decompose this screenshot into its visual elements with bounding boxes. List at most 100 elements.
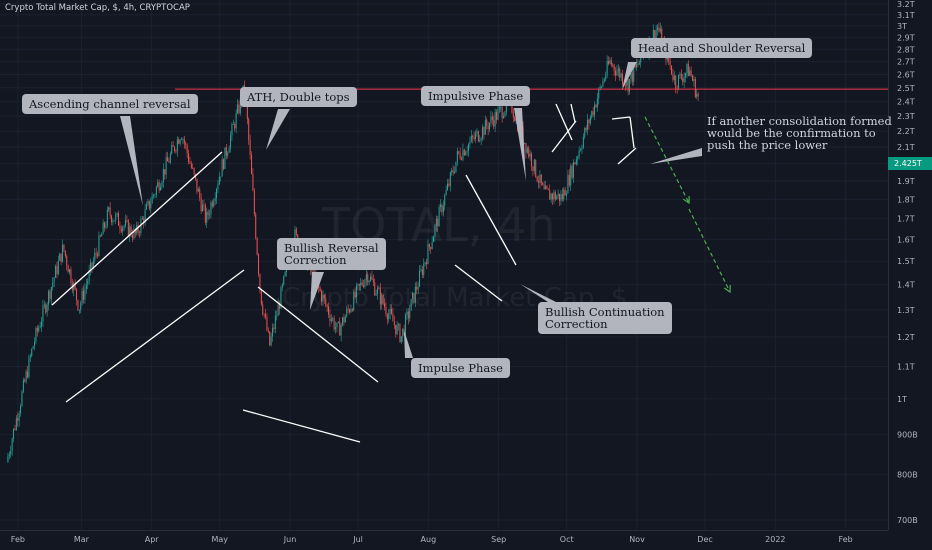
candle-body [589, 117, 591, 124]
time-tick-label: Dec [697, 535, 712, 544]
note-ath-double-tops[interactable]: ATH, Double tops [240, 87, 357, 107]
candle-body [186, 144, 188, 154]
candle-body [501, 107, 503, 119]
candle-body [192, 167, 194, 169]
candle-body [417, 286, 419, 290]
time-tick-label: Sep [491, 535, 506, 544]
candle-body [455, 161, 457, 173]
candle-body [526, 148, 528, 153]
candle-body [63, 244, 65, 251]
candle-body [370, 276, 372, 281]
candle-body [567, 174, 569, 194]
candle-body [83, 290, 85, 300]
candle-body [231, 124, 233, 136]
candle-body [594, 104, 596, 116]
candle-body [686, 63, 688, 74]
candle-body [81, 290, 83, 304]
note-head-and-shoulder-reversal[interactable]: Head and Shoulder Reversal [631, 38, 813, 58]
note-ascending-channel[interactable]: Ascending channel reversal [22, 94, 198, 114]
time-tick-label: Feb [11, 535, 25, 544]
candle-body [638, 62, 640, 65]
candle-body [105, 225, 107, 228]
candle-body [270, 336, 272, 346]
candle-body [87, 281, 89, 285]
candle-body [582, 137, 584, 148]
candle-body [253, 190, 255, 215]
candle-body [350, 309, 352, 313]
time-axis[interactable]: Feb Mar Apr May Jun Jul Aug Sep Oct Nov Dec 2022 Feb [11, 535, 853, 544]
note-bullish-continuation-correction[interactable]: Bullish Continuation Correction [538, 302, 672, 334]
candle-body [483, 127, 485, 135]
candle-body [284, 271, 286, 276]
note-impulsive-phase[interactable]: Impulsive Phase [421, 86, 531, 106]
candle-body [465, 152, 467, 156]
candle-body [179, 139, 181, 144]
candle-body [363, 285, 365, 287]
candle-body [533, 159, 535, 171]
candle-body [392, 313, 394, 322]
candle-body [451, 170, 453, 173]
candle-body [634, 65, 636, 68]
candle-body [444, 195, 446, 206]
grid [0, 0, 888, 530]
candle-body [365, 274, 367, 280]
candle-body [531, 153, 533, 167]
candle-body [473, 137, 475, 140]
candle-body [584, 127, 586, 138]
candle-body [161, 182, 163, 187]
candle-body [349, 309, 351, 313]
price-tick-label: 1.6T [897, 235, 915, 244]
candle-body [416, 286, 418, 290]
candle-body [321, 291, 323, 302]
candle-body [199, 189, 201, 198]
candle-body [328, 306, 330, 315]
candle-body [193, 168, 195, 174]
callout-pointer [310, 272, 324, 310]
note-impulse-phase[interactable]: Impulse Phase [411, 358, 510, 378]
candle-body [654, 30, 656, 40]
candle-body [22, 380, 24, 392]
candle-body [164, 169, 166, 175]
time-tick-label: Apr [145, 535, 160, 544]
candle-body [181, 139, 183, 140]
candle-body [76, 288, 78, 301]
candle-body [687, 63, 689, 76]
candle-body [603, 79, 605, 81]
candle-body [262, 304, 264, 314]
candle-body [368, 280, 370, 283]
candle-body [41, 321, 43, 327]
candle-body [143, 218, 145, 224]
candle-body [94, 252, 96, 261]
candle-body [566, 193, 568, 196]
candle-body [448, 183, 450, 186]
candle-body [330, 318, 332, 322]
candle-body [158, 182, 160, 191]
price-axis[interactable]: 3.2T 3.1T 3T 2.9T 2.8T 2.7T 2.6T 2.5T 2.4T 2.3T 2.… [897, 0, 918, 525]
price-tick-label: 1.9T [897, 177, 915, 186]
price-tick-label: 1.7T [897, 215, 915, 224]
candle-body [587, 119, 589, 131]
candle-body [38, 327, 40, 332]
candle-body [545, 186, 547, 190]
candle-body [347, 308, 349, 310]
candle-body [92, 260, 94, 268]
candle-body [319, 287, 321, 292]
candle-body [207, 211, 209, 216]
candle-body [494, 111, 496, 127]
candle-body [109, 207, 111, 216]
candle-body [570, 165, 572, 186]
candle-body [140, 219, 142, 234]
candle-body [491, 116, 493, 121]
candle-body [183, 139, 185, 144]
candle-body [353, 291, 355, 311]
candle-body [626, 78, 628, 86]
candle-body [343, 317, 345, 323]
candle-body [172, 145, 174, 147]
candle-body [627, 78, 629, 92]
candle-body [168, 161, 170, 163]
note-bullish-reversal-correction[interactable]: Bullish Reversal Correction [277, 238, 386, 270]
candle-body [399, 324, 401, 343]
candle-body [337, 322, 339, 323]
candle-body [43, 304, 45, 306]
